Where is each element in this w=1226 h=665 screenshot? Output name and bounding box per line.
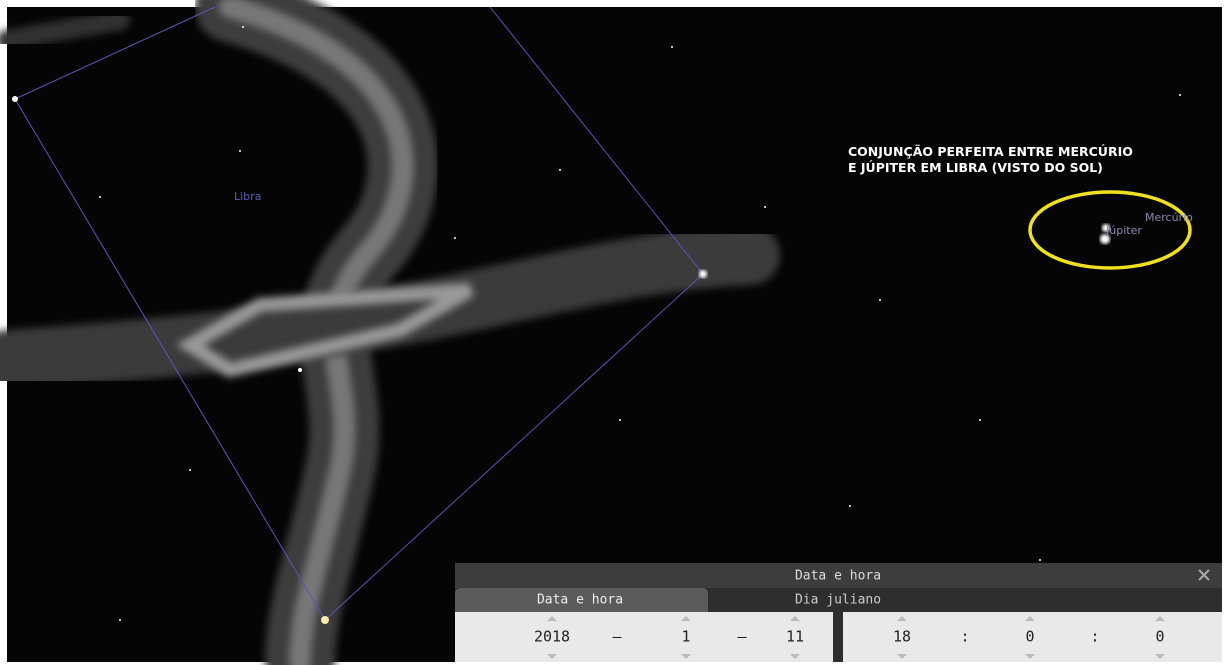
- tab-label[interactable]: Data e hora: [537, 593, 623, 608]
- constellation-label: Libra: [234, 190, 261, 203]
- planet-label: Júpiter: [1105, 224, 1142, 237]
- stellarium-view: Libra CONJUNÇÃO PERFEITA ENTRE MERCÚRIO …: [0, 0, 1226, 665]
- date-field: [455, 612, 833, 662]
- spin-value[interactable]: 18: [893, 628, 911, 646]
- spin-value[interactable]: 0: [1155, 628, 1164, 646]
- date-time-dialog: Data e hora Data e hora Dia juliano 2018…: [455, 563, 1222, 662]
- separator: :: [960, 628, 969, 646]
- separator: :: [1090, 628, 1099, 646]
- spin-value[interactable]: 2018: [534, 628, 570, 646]
- tab-label[interactable]: Dia juliano: [795, 593, 881, 608]
- spin-value[interactable]: 0: [1025, 628, 1034, 646]
- annotation-line: E JÚPITER EM LIBRA (VISTO DO SOL): [848, 160, 1103, 175]
- annotation-line: CONJUNÇÃO PERFEITA ENTRE MERCÚRIO: [848, 144, 1133, 159]
- spin-value[interactable]: 1: [681, 628, 690, 646]
- spin-value[interactable]: 11: [786, 628, 804, 646]
- separator: –: [612, 628, 622, 646]
- planet-label: Mercúrio: [1145, 211, 1193, 224]
- separator: –: [737, 628, 747, 646]
- dialog-title: Data e hora: [795, 569, 881, 584]
